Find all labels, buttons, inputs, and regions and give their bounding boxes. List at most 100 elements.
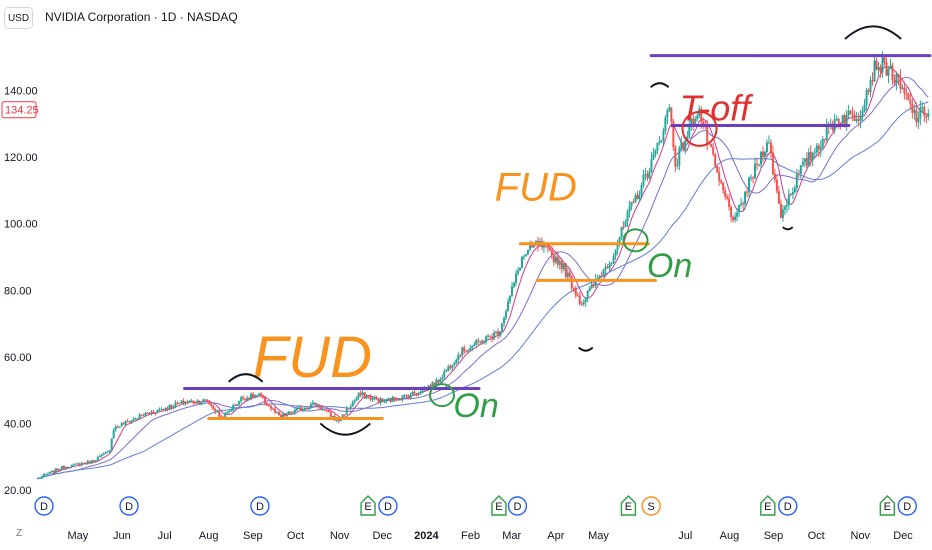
event-marker-dividend[interactable]: D [119,496,139,516]
event-marker-label: E [364,501,371,513]
x-tick-label: May [67,530,88,542]
candle-body [919,107,922,118]
candle-body [505,311,508,318]
y-tick-label: 40.00 [4,418,32,430]
price-axis: 20.00 40.00 60.00 80.00 100.00 120.00 140.00 13… [1,86,39,497]
event-marker-earnings[interactable]: E [491,495,507,516]
candle-body [238,401,241,405]
candle-body [773,173,776,180]
candle-body [718,172,721,181]
candle-body [180,400,183,403]
candle-body [465,351,468,353]
candle-body [600,275,603,277]
x-tick-label: Sep [243,530,263,542]
candle-body [652,154,655,160]
candle-body [475,340,478,345]
candle-body [809,152,812,160]
event-marker-earnings[interactable]: E [360,495,376,516]
candle-body [493,332,496,339]
candle-body [375,397,378,400]
candle-body [817,145,820,150]
candle-body [853,114,856,122]
candle-body [361,392,364,395]
candle-body [112,429,115,439]
event-marker-earnings[interactable]: E [879,495,896,516]
candle-body [648,171,651,179]
candle-body [684,140,687,150]
candle-body [158,409,161,411]
event-marker-dividend[interactable]: D [250,496,270,516]
candle-body [246,397,249,401]
candle-body [411,391,414,396]
event-marker-label: D [513,501,521,513]
candle-body [212,405,215,410]
event-marker-earnings[interactable]: E [620,495,637,516]
candle-body [283,414,286,416]
candle-body [387,398,390,400]
candle-body [48,471,51,474]
candle-body [68,467,71,469]
x-tick-label: May [588,530,609,542]
event-marker-dividend[interactable]: D [34,496,54,516]
event-marker-split[interactable]: S [641,496,661,516]
candle-body [451,365,454,369]
candle-body [381,399,384,402]
candle-body [325,410,328,412]
candle-body [88,460,91,464]
candle-body [515,273,518,284]
candle-body [419,392,422,394]
event-marker-dividend[interactable]: D [897,496,917,516]
timezone-icon[interactable]: Z [16,528,23,539]
candle-body [449,366,452,369]
candle-body [214,409,217,412]
candle-body [37,478,39,480]
candle-body [530,245,533,248]
candle-body [899,77,902,89]
candle-body [499,331,502,336]
annotation-text: FUD [253,325,372,390]
candle-body [566,272,569,277]
x-tick-label: Aug [199,530,219,542]
candle-body [279,415,282,417]
candle-body [204,399,207,401]
candle-body [618,237,621,245]
drawn-bottom-arc [578,346,594,352]
candle-body [706,125,709,144]
event-marker-dividend[interactable]: D [778,496,798,516]
candle-body [84,463,87,465]
candle-body [837,119,840,123]
event-marker-earnings[interactable]: E [760,495,776,516]
candle-body [855,119,858,122]
currency-badge[interactable]: USD [4,7,33,29]
candle-body [630,201,633,207]
event-marker-dividend[interactable]: D [507,496,528,516]
candle-body [194,402,197,404]
candle-body [851,113,854,115]
candle-body [839,122,842,124]
candle-body [732,217,735,220]
candle-body [616,244,619,250]
candle-body [779,203,782,218]
candle-body [604,266,607,270]
candle-body [879,67,882,72]
y-tick-label: 120.00 [4,152,38,164]
candle-body [293,409,296,413]
candle-body [311,402,314,405]
symbol-title[interactable]: NVIDIA Corporation · 1D · NASDAQ [45,10,238,24]
candle-body [584,297,587,303]
candle-body [182,400,185,404]
candle-body [42,474,45,477]
event-marker-dividend[interactable]: D [378,496,398,516]
candle-body [893,79,896,84]
earnings-marker-shape [360,495,376,516]
candle-body [865,90,868,105]
candle-body [897,74,900,78]
candle-body [634,195,637,203]
candle-body [662,131,665,141]
candle-body [785,204,788,207]
candle-body [787,194,790,205]
candle-body [244,398,247,401]
candle-body [700,108,703,122]
candle-body [467,349,470,352]
